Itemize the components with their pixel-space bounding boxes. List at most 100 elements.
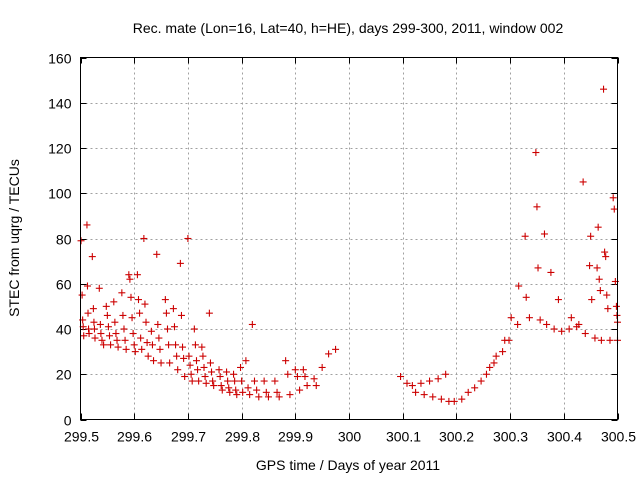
data-point <box>233 391 241 399</box>
data-point <box>601 248 609 256</box>
data-point <box>225 384 233 392</box>
data-point <box>90 325 98 333</box>
data-point <box>303 382 311 390</box>
data-point <box>136 309 144 317</box>
data-point <box>525 314 533 322</box>
data-point <box>187 370 195 378</box>
data-point <box>301 373 309 381</box>
data-point <box>507 314 515 322</box>
data-point <box>112 330 120 338</box>
chart-title: Rec. mate (Lon=16, Lat=40, h=HE), days 2… <box>133 20 564 36</box>
data-point <box>458 395 466 403</box>
data-point <box>162 309 170 317</box>
data-point <box>532 149 540 157</box>
data-point <box>231 377 239 385</box>
data-point <box>275 393 283 401</box>
data-point <box>173 352 181 360</box>
data-point <box>567 314 575 322</box>
data-point <box>170 323 178 331</box>
data-point <box>210 382 218 390</box>
data-point <box>262 388 270 396</box>
data-point <box>273 388 281 396</box>
data-point <box>291 366 299 374</box>
data-point <box>575 320 583 328</box>
data-point <box>156 345 164 353</box>
data-point <box>464 388 472 396</box>
y-tick-label: 0 <box>64 413 72 429</box>
data-point <box>250 377 258 385</box>
data-point <box>299 366 307 374</box>
data-point <box>89 305 97 313</box>
data-point <box>587 232 595 240</box>
data-point <box>490 359 498 367</box>
data-point <box>597 336 605 344</box>
data-point <box>318 363 326 371</box>
data-point <box>198 343 206 351</box>
data-point <box>176 259 184 267</box>
data-point <box>218 386 226 394</box>
data-point <box>417 379 425 387</box>
data-point <box>80 332 88 340</box>
data-point <box>184 235 192 242</box>
data-point <box>169 305 177 313</box>
data-point <box>536 316 544 324</box>
data-point <box>237 363 245 371</box>
data-point <box>238 377 246 385</box>
data-point <box>482 370 490 378</box>
data-point <box>165 341 173 349</box>
data-point <box>153 250 161 258</box>
data-point <box>114 343 122 351</box>
data-point <box>609 194 617 202</box>
data-point <box>492 352 500 360</box>
data-point <box>90 318 98 326</box>
data-point <box>150 357 158 365</box>
data-point <box>296 386 304 394</box>
data-point <box>226 388 234 396</box>
data-point <box>310 375 318 383</box>
data-point <box>128 314 136 322</box>
data-point <box>209 377 217 385</box>
data-point <box>534 264 542 272</box>
data-point <box>95 284 103 292</box>
data-point <box>594 223 602 231</box>
data-point <box>107 341 115 349</box>
data-point <box>533 203 541 211</box>
data-point <box>450 397 458 405</box>
data-point <box>84 309 92 317</box>
data-point <box>125 271 133 279</box>
data-point <box>96 320 104 328</box>
data-point <box>486 363 494 371</box>
y-tick-label: 100 <box>48 186 72 202</box>
x-tick-label: 300.3 <box>493 429 528 445</box>
data-point <box>610 205 618 213</box>
data-point <box>195 377 203 385</box>
x-tick-label: 299.7 <box>171 429 206 445</box>
data-point <box>595 275 603 283</box>
data-point <box>540 230 548 238</box>
data-point <box>255 393 263 401</box>
data-point <box>113 336 121 344</box>
data-point <box>202 379 210 387</box>
data-point <box>239 388 247 396</box>
tick-labels: 299.5 299.6 299.7 299.8 299.9 300 300.1 300.2 30… <box>48 51 636 445</box>
data-point <box>140 235 148 242</box>
data-point <box>613 311 621 319</box>
data-point <box>147 327 155 335</box>
y-tick-label: 20 <box>56 367 72 383</box>
data-point <box>208 368 216 376</box>
data-point <box>505 336 513 344</box>
data-point <box>408 382 416 390</box>
data-point <box>185 352 193 360</box>
data-point <box>133 271 141 279</box>
data-point <box>216 373 224 381</box>
data-point <box>232 386 240 394</box>
data-point <box>403 379 411 387</box>
data-point <box>543 320 551 328</box>
y-tick-label: 120 <box>48 141 72 157</box>
data-point <box>325 350 333 358</box>
data-point <box>282 357 290 365</box>
y-tick-label: 40 <box>56 322 72 338</box>
data-point <box>515 282 523 290</box>
data-point <box>102 302 110 310</box>
